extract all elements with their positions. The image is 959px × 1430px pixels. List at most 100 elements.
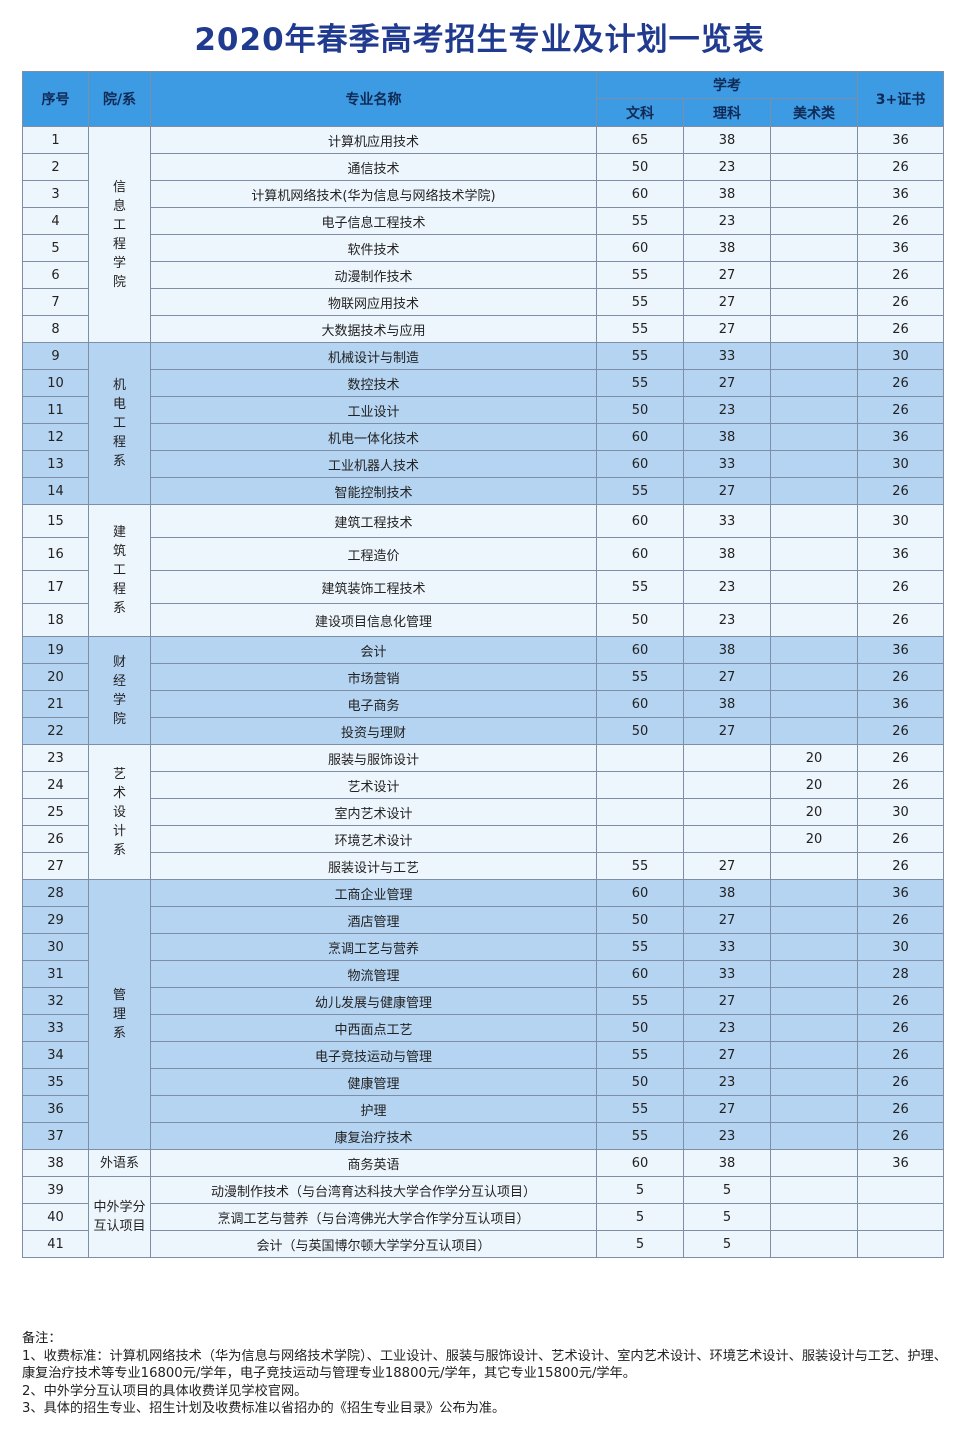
cell-major: 服装与服饰设计 [150,744,597,772]
cell-index: 5 [22,234,89,262]
cell-meishu [769,960,859,988]
cell-department: 财经学院 [88,636,151,745]
cell-major: 计算机应用技术 [150,126,597,154]
cell-major: 动漫制作技术（与台湾育达科技大学合作学分互认项目） [150,1176,597,1204]
cell-like: 27 [683,987,771,1015]
cell-wenke: 55 [596,852,684,880]
header-like: 理科 [683,98,771,127]
cell-wenke: 60 [596,1149,684,1177]
table-row: 20 市场营销 55 27 26 [22,663,945,691]
cell-meishu [769,1014,859,1042]
cell-wenke: 60 [596,423,684,451]
cell-like: 27 [683,852,771,880]
cell-major: 软件技术 [150,234,597,262]
cell-wenke [596,744,684,772]
cell-major: 康复治疗技术 [150,1122,597,1150]
cell-department: 中外学分互认项目 [88,1176,151,1258]
cell-meishu [769,852,859,880]
cell-like: 38 [683,180,771,208]
table-row: 38 外语系 商务英语 60 38 36 [22,1149,945,1177]
table-row: 12 机电一体化技术 60 38 36 [22,423,945,451]
note-item-3: 3、具体的招生专业、招生计划及收费标准以省招办的《招生专业目录》公布为准。 [22,1401,506,1416]
cell-meishu: 20 [769,771,859,799]
cell-cert: 26 [857,477,945,505]
cell-wenke: 55 [596,477,684,505]
cell-cert: 26 [857,207,945,235]
cell-index: 22 [22,717,89,745]
cell-like [683,771,771,799]
cell-like: 38 [683,234,771,262]
cell-cert: 36 [857,636,945,664]
cell-major: 电子竞技运动与管理 [150,1041,597,1069]
cell-wenke: 60 [596,537,684,571]
cell-like: 23 [683,1122,771,1150]
cell-major: 电子信息工程技术 [150,207,597,235]
cell-wenke: 55 [596,987,684,1015]
cell-cert: 30 [857,798,945,826]
department-name: 外语系 [99,1155,139,1171]
cell-index: 13 [22,450,89,478]
table-row: 6 动漫制作技术 55 27 26 [22,261,945,289]
cell-major: 工程造价 [150,537,597,571]
cell-like: 23 [683,207,771,235]
cell-like: 27 [683,261,771,289]
cell-index: 38 [22,1149,89,1177]
cell-cert: 26 [857,1041,945,1069]
cell-meishu [769,603,859,637]
cell-meishu [769,570,859,604]
cell-meishu [769,933,859,961]
cell-wenke: 50 [596,1014,684,1042]
cell-index: 14 [22,477,89,505]
cell-major: 环境艺术设计 [150,825,597,853]
cell-department: 机电工程系 [88,342,151,505]
cell-like: 27 [683,369,771,397]
cell-wenke: 50 [596,396,684,424]
table-row: 14 智能控制技术 55 27 26 [22,477,945,505]
cell-index: 27 [22,852,89,880]
table-row: 1 信息工程学院 计算机应用技术 65 38 36 [22,126,945,343]
cell-index: 7 [22,288,89,316]
cell-department: 信息工程学院 [88,126,151,343]
cell-meishu [769,1230,859,1258]
cell-meishu: 20 [769,825,859,853]
department-name: 艺术设计系 [112,766,126,858]
cell-meishu [769,987,859,1015]
department-name: 建筑工程系 [112,525,126,616]
cell-like: 5 [683,1176,771,1204]
cell-major: 健康管理 [150,1068,597,1096]
cell-index: 19 [22,636,89,664]
cell-cert: 36 [857,537,945,571]
cell-wenke: 50 [596,603,684,637]
cell-major: 建设项目信息化管理 [150,603,597,637]
table-row: 18 建设项目信息化管理 50 23 26 [22,603,945,637]
cell-meishu [769,288,859,316]
enrollment-table: 序号 院/系 专业名称 学考 3+证书 文科 理科 美术类 1 信息工程学院 计算机… [22,71,945,1258]
cell-wenke: 55 [596,1041,684,1069]
header-major: 专业名称 [150,71,597,127]
cell-like [683,744,771,772]
table-row: 32 幼儿发展与健康管理 55 27 26 [22,987,945,1015]
department-name: 中外学分互认项目 [93,1200,146,1234]
table-row: 10 数控技术 55 27 26 [22,369,945,397]
cell-meishu [769,1176,859,1204]
cell-meishu [769,1041,859,1069]
cell-wenke [596,771,684,799]
cell-wenke: 55 [596,207,684,235]
cell-cert: 30 [857,504,945,538]
cell-wenke: 50 [596,717,684,745]
cell-index: 28 [22,879,89,907]
cell-index: 10 [22,369,89,397]
table-row: 9 机电工程系 机械设计与制造 55 33 30 [22,342,945,505]
cell-like: 5 [683,1203,771,1231]
note-item-1: 1、收费标准：计算机网络技术（华为信息与网络技术学院）、工业设计、服装与服饰设计… [22,1348,947,1382]
table-row: 17 建筑装饰工程技术 55 23 26 [22,570,945,604]
cell-meishu [769,636,859,664]
cell-like: 33 [683,504,771,538]
table-row: 4 电子信息工程技术 55 23 26 [22,207,945,235]
cell-wenke: 60 [596,180,684,208]
cell-major: 会计（与英国博尔顿大学学分互认项目） [150,1230,597,1258]
cell-cert: 26 [857,825,945,853]
cell-wenke: 55 [596,1095,684,1123]
cell-index: 41 [22,1230,89,1258]
cell-meishu [769,180,859,208]
